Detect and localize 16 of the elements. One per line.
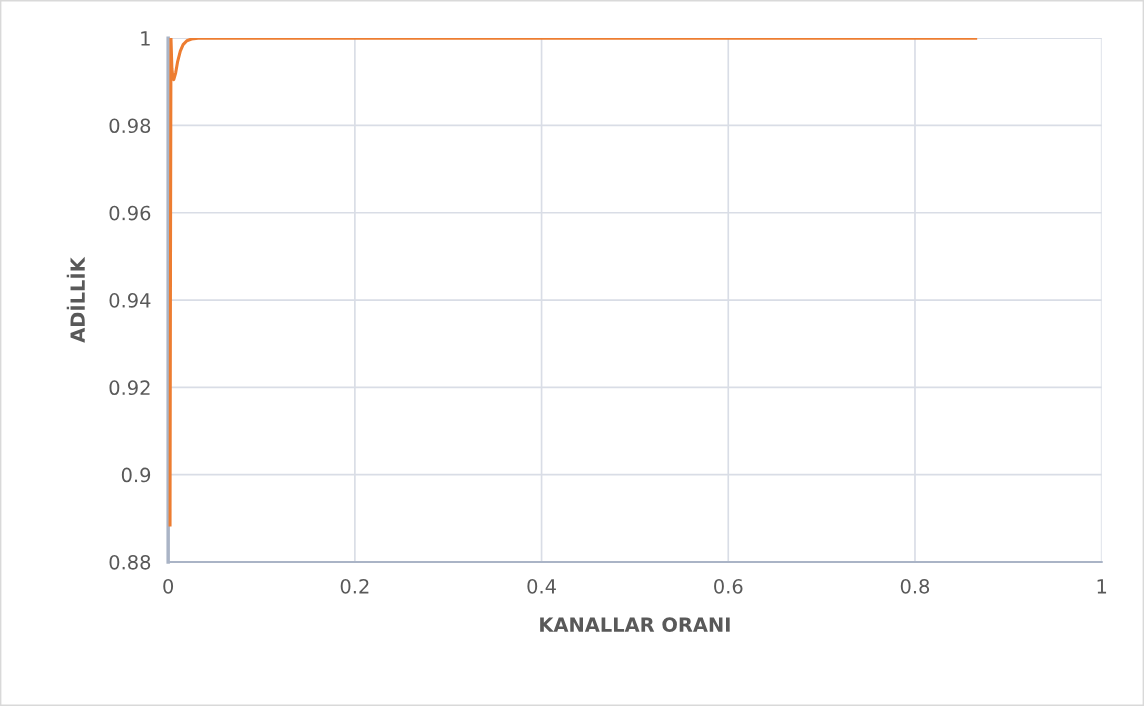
y-tick-label: 0.98 <box>109 118 151 134</box>
x-tick-label: 0.8 <box>900 578 930 594</box>
y-axis-title: ADİLLİK <box>66 256 85 343</box>
x-tick-label: 0 <box>163 578 174 594</box>
y-tick-label: 0.9 <box>121 467 151 483</box>
x-tick-label: 0.4 <box>527 578 556 594</box>
line-series <box>168 38 978 527</box>
x-tick-label: 0.2 <box>340 578 369 594</box>
y-tick-label: 1 <box>141 31 150 46</box>
y-tick-label: 0.96 <box>109 205 151 221</box>
x-tick-label: 0.6 <box>714 578 743 594</box>
x-tick-label: 1 <box>1097 579 1107 594</box>
y-tick-label: 0.94 <box>109 293 151 308</box>
y-tick-label: 0.92 <box>109 380 150 396</box>
x-axis-title: KANALLAR ORANI <box>540 617 730 632</box>
y-tick-label: 0.88 <box>109 554 151 570</box>
